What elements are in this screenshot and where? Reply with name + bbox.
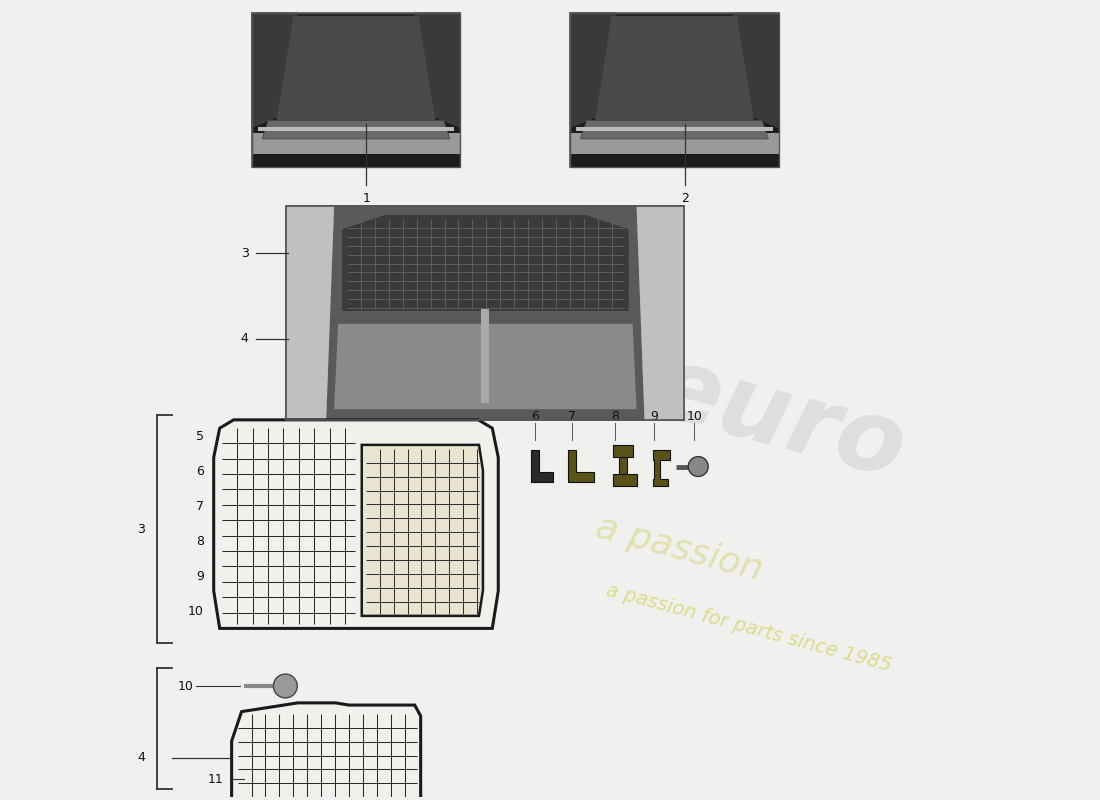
Text: euro: euro xyxy=(642,340,915,500)
Polygon shape xyxy=(252,13,461,166)
Polygon shape xyxy=(576,126,772,131)
FancyBboxPatch shape xyxy=(252,13,461,166)
FancyBboxPatch shape xyxy=(570,13,779,166)
Text: 3: 3 xyxy=(241,247,249,260)
Text: a passion for parts since 1985: a passion for parts since 1985 xyxy=(604,581,893,676)
Polygon shape xyxy=(531,450,553,482)
Polygon shape xyxy=(595,16,754,121)
Polygon shape xyxy=(276,16,436,121)
Text: 9: 9 xyxy=(196,570,204,583)
Polygon shape xyxy=(252,13,297,128)
Text: 11: 11 xyxy=(208,773,223,786)
Text: 4: 4 xyxy=(241,332,249,346)
Polygon shape xyxy=(286,206,334,420)
Text: 7: 7 xyxy=(196,500,204,513)
Polygon shape xyxy=(570,13,779,166)
Text: 4: 4 xyxy=(138,751,145,764)
Polygon shape xyxy=(257,126,454,131)
Polygon shape xyxy=(415,13,461,128)
Polygon shape xyxy=(262,121,450,139)
Text: 1: 1 xyxy=(363,193,371,206)
Polygon shape xyxy=(570,133,779,154)
Polygon shape xyxy=(581,121,769,139)
Text: 10: 10 xyxy=(686,410,702,423)
Polygon shape xyxy=(637,206,684,420)
Text: 8: 8 xyxy=(610,410,618,423)
Circle shape xyxy=(689,457,708,477)
Polygon shape xyxy=(482,309,490,402)
Text: 7: 7 xyxy=(568,410,576,423)
Text: a passion: a passion xyxy=(592,510,767,587)
Text: 3: 3 xyxy=(138,522,145,535)
Circle shape xyxy=(274,674,297,698)
FancyBboxPatch shape xyxy=(286,206,684,420)
Polygon shape xyxy=(334,324,637,409)
Polygon shape xyxy=(362,445,483,616)
Text: 5: 5 xyxy=(196,430,204,443)
Polygon shape xyxy=(613,445,637,486)
Polygon shape xyxy=(232,703,420,800)
Text: 2: 2 xyxy=(681,193,689,206)
Polygon shape xyxy=(213,420,498,629)
Polygon shape xyxy=(733,13,779,128)
Polygon shape xyxy=(342,215,628,311)
Polygon shape xyxy=(568,450,594,482)
Polygon shape xyxy=(570,13,616,128)
Text: 8: 8 xyxy=(196,535,204,548)
Polygon shape xyxy=(326,206,645,420)
Text: 9: 9 xyxy=(650,410,659,423)
Text: 10: 10 xyxy=(188,606,204,618)
Polygon shape xyxy=(653,450,670,486)
Text: 6: 6 xyxy=(196,465,204,478)
Polygon shape xyxy=(252,133,461,154)
Text: 10: 10 xyxy=(178,679,194,693)
Text: 6: 6 xyxy=(531,410,539,423)
